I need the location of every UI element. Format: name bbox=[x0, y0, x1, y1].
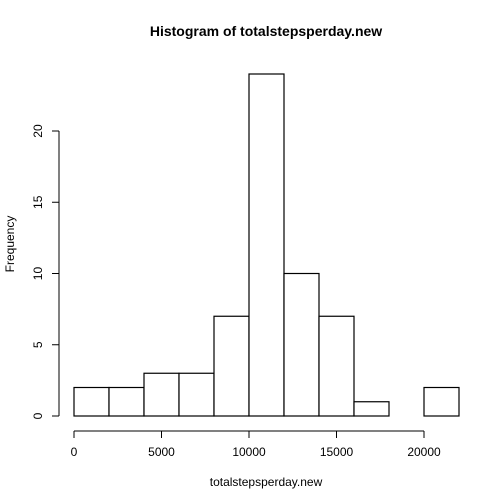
y-axis-label: Frequency bbox=[3, 216, 17, 273]
histogram-bar-8 bbox=[354, 402, 389, 416]
histogram-bar-0 bbox=[74, 388, 109, 417]
x-tick-label: 20000 bbox=[407, 445, 441, 459]
histogram-bar-6 bbox=[284, 274, 319, 417]
y-tick-label: 5 bbox=[31, 341, 45, 348]
histogram-bar-7 bbox=[319, 316, 354, 416]
x-tick-label: 10000 bbox=[232, 445, 266, 459]
histogram-bar-1 bbox=[109, 388, 144, 417]
x-tick-label: 5000 bbox=[148, 445, 175, 459]
histogram-bar-5 bbox=[249, 74, 284, 416]
x-tick-label: 0 bbox=[71, 445, 78, 459]
histogram-bar-10 bbox=[424, 388, 459, 417]
y-tick-label: 0 bbox=[31, 412, 45, 419]
y-tick-label: 10 bbox=[31, 267, 45, 281]
y-tick-label: 20 bbox=[31, 124, 45, 138]
bars-group bbox=[74, 74, 459, 416]
x-axis-label: totalstepsperday.new bbox=[210, 475, 323, 489]
histogram-bar-2 bbox=[144, 373, 179, 416]
chart-title: Histogram of totalstepsperday.new bbox=[150, 23, 382, 39]
histogram-bar-3 bbox=[179, 373, 214, 416]
y-axis: 0 5 10 15 20 bbox=[31, 124, 59, 419]
x-axis: 0 5000 10000 15000 20000 bbox=[71, 431, 441, 459]
x-tick-label: 15000 bbox=[320, 445, 354, 459]
y-tick-label: 15 bbox=[31, 195, 45, 209]
histogram-bar-4 bbox=[214, 316, 249, 416]
